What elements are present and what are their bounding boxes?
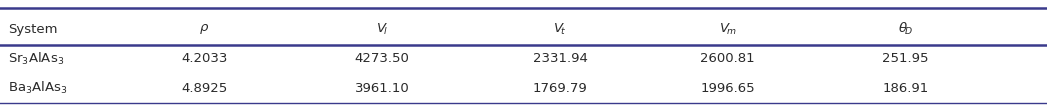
- Text: 1996.65: 1996.65: [700, 82, 755, 95]
- Text: 1769.79: 1769.79: [533, 82, 587, 95]
- Text: $\rho$: $\rho$: [199, 22, 209, 36]
- Text: 251.95: 251.95: [883, 52, 929, 65]
- Text: $\theta_{\!D}$: $\theta_{\!D}$: [898, 21, 913, 37]
- Text: $V_{\!m}$: $V_{\!m}$: [718, 22, 737, 37]
- Text: $V_{\!l}$: $V_{\!l}$: [376, 22, 388, 37]
- Text: 4.2033: 4.2033: [181, 52, 227, 65]
- Text: 2331.94: 2331.94: [533, 52, 587, 65]
- Text: 186.91: 186.91: [883, 82, 929, 95]
- Text: 2600.81: 2600.81: [700, 52, 755, 65]
- Text: 4273.50: 4273.50: [355, 52, 409, 65]
- Text: System: System: [8, 23, 58, 36]
- Text: $V_{\!t}$: $V_{\!t}$: [554, 22, 566, 37]
- Text: $\mathrm{Sr_3AlAs_3}$: $\mathrm{Sr_3AlAs_3}$: [8, 51, 65, 67]
- Text: 4.8925: 4.8925: [181, 82, 227, 95]
- Text: 3961.10: 3961.10: [355, 82, 409, 95]
- Text: $\mathrm{Ba_3AlAs_3}$: $\mathrm{Ba_3AlAs_3}$: [8, 80, 68, 96]
